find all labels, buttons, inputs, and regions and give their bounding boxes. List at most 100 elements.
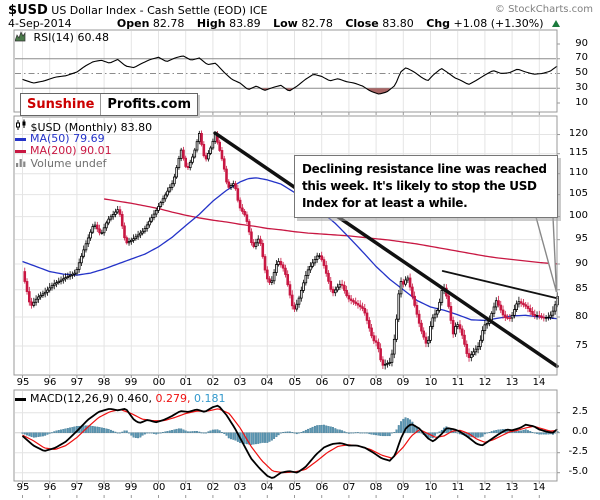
macd-x-year-label: 97 bbox=[70, 482, 84, 493]
volume-bars-icon bbox=[15, 157, 27, 170]
annotation-tail bbox=[535, 216, 558, 293]
price-legend: $USD (Monthly) 83.80 bbox=[15, 119, 152, 134]
price-x-year-label: 00 bbox=[152, 377, 166, 388]
macd-y-tick-label: 0.0 bbox=[572, 426, 588, 437]
macd-x-year-label: 12 bbox=[478, 482, 492, 493]
macd-x-year-label: 10 bbox=[424, 482, 438, 493]
price-x-year-label: 06 bbox=[315, 377, 329, 388]
copyright: © StockCharts.com bbox=[494, 4, 593, 15]
price-x-year-label: 05 bbox=[288, 377, 302, 388]
macd-x-year-label: 14 bbox=[532, 482, 546, 493]
price-x-year-label: 12 bbox=[478, 377, 492, 388]
price-y-tick-label: 95 bbox=[575, 233, 588, 244]
macd-x-year-label: 06 bbox=[315, 482, 329, 493]
symbol: $USD bbox=[8, 3, 48, 18]
price-x-year-label: 09 bbox=[396, 377, 410, 388]
macd-x-year-label: 05 bbox=[288, 482, 302, 493]
macd-panel bbox=[13, 389, 558, 482]
macd-x-year-label: 09 bbox=[396, 482, 410, 493]
price-y-tick-label: 105 bbox=[568, 188, 588, 199]
rsi-legend: RSI(14) 60.48 bbox=[14, 31, 109, 45]
volume-legend: Volume undef bbox=[15, 156, 106, 170]
price-x-year-label: 97 bbox=[70, 377, 84, 388]
ma200-legend: MA(200) 90.01 bbox=[15, 144, 112, 157]
macd-x-year-label: 96 bbox=[43, 482, 57, 493]
price-series bbox=[22, 130, 559, 370]
macd-series bbox=[21, 404, 559, 479]
high-value: 83.89 bbox=[229, 17, 261, 30]
price-x-year-label: 08 bbox=[369, 377, 383, 388]
annotation-callout: Declining resistance line was reached th… bbox=[294, 155, 558, 218]
price-y-tick-label: 90 bbox=[575, 258, 588, 269]
rsi-y-tick-label: 90 bbox=[575, 38, 588, 49]
macd-x-year-label: 98 bbox=[97, 482, 111, 493]
macd-legend-label: MACD(12,26,9) 0.460, bbox=[30, 392, 153, 405]
price-y-tick-label: 75 bbox=[575, 340, 588, 351]
price-legend-label: $USD (Monthly) 83.80 bbox=[30, 121, 153, 134]
rsi-y-tick-label: 50 bbox=[575, 67, 588, 78]
macd-line-icon bbox=[15, 397, 26, 401]
rsi-legend-label: RSI(14) 60.48 bbox=[33, 31, 109, 44]
open-value: 82.78 bbox=[152, 17, 185, 30]
ohlc-quote-row: Open 82.78 High 83.89 Low 82.78 Close 83… bbox=[108, 17, 560, 30]
price-x-year-label: 10 bbox=[424, 377, 438, 388]
macd-y-tick-label: 2.5 bbox=[572, 406, 588, 417]
macd-histogram-value: 0.181 bbox=[194, 392, 226, 405]
macd-y-tick-label: -2.5 bbox=[568, 446, 588, 457]
open-label: Open bbox=[116, 17, 150, 30]
watermark-profits: Profits.com bbox=[107, 97, 191, 112]
candlestick-icon bbox=[15, 119, 27, 134]
price-x-year-label: 13 bbox=[505, 377, 519, 388]
close-value: 83.80 bbox=[382, 17, 414, 30]
price-x-year-label: 03 bbox=[233, 377, 247, 388]
macd-x-year-label: 01 bbox=[179, 482, 193, 493]
ma200-line-icon bbox=[15, 149, 26, 153]
price-x-year-label: 98 bbox=[97, 377, 111, 388]
price-y-tick-label: 100 bbox=[568, 210, 588, 221]
rsi-y-tick-label: 70 bbox=[575, 52, 588, 63]
watermark-sunshine: Sunshine bbox=[21, 94, 102, 115]
ma50-legend-label: MA(50) 79.69 bbox=[30, 132, 105, 145]
price-y-tick-label: 85 bbox=[575, 283, 588, 294]
rsi-area-icon bbox=[14, 31, 26, 45]
chart-header: $USD US Dollar Index - Cash Settle (EOD)… bbox=[8, 3, 267, 18]
macd-x-year-label: 03 bbox=[233, 482, 247, 493]
macd-legend: MACD(12,26,9) 0.460, 0.279, 0.181 bbox=[15, 392, 226, 405]
price-x-year-label: 99 bbox=[124, 377, 138, 388]
close-label: Close bbox=[345, 17, 379, 30]
macd-x-year-label: 07 bbox=[342, 482, 356, 493]
low-value: 82.78 bbox=[301, 17, 333, 30]
symbol-description: US Dollar Index - Cash Settle (EOD) ICE bbox=[51, 4, 268, 17]
price-x-year-label: 07 bbox=[342, 377, 356, 388]
macd-signal-value: 0.279, bbox=[155, 392, 191, 405]
price-y-tick-label: 110 bbox=[568, 167, 588, 178]
ma50-legend: MA(50) 79.69 bbox=[15, 132, 105, 145]
declining-resistance-major bbox=[213, 131, 559, 369]
macd-x-year-label: 95 bbox=[16, 482, 30, 493]
change-up-triangle-icon bbox=[552, 20, 560, 27]
price-y-tick-label: 80 bbox=[575, 311, 588, 322]
chg-label: Chg bbox=[426, 17, 451, 30]
price-panel bbox=[13, 115, 558, 376]
price-x-year-label: 11 bbox=[451, 377, 465, 388]
macd-x-year-label: 02 bbox=[206, 482, 220, 493]
macd-x-year-label: 13 bbox=[505, 482, 519, 493]
volume-legend-label: Volume undef bbox=[30, 157, 107, 170]
price-y-tick-label: 115 bbox=[568, 147, 588, 158]
macd-x-year-label: 11 bbox=[451, 482, 465, 493]
rsi-y-tick-label: 10 bbox=[575, 97, 588, 108]
quote-date: 4-Sep-2014 bbox=[8, 17, 72, 30]
macd-x-year-label: 99 bbox=[124, 482, 138, 493]
price-x-year-label: 95 bbox=[16, 377, 30, 388]
price-x-year-label: 04 bbox=[260, 377, 274, 388]
ma50-line-icon bbox=[15, 137, 26, 141]
price-x-year-label: 14 bbox=[532, 377, 546, 388]
low-label: Low bbox=[273, 17, 298, 30]
macd-x-year-label: 00 bbox=[152, 482, 166, 493]
price-x-year-label: 96 bbox=[43, 377, 57, 388]
rsi-series bbox=[22, 55, 558, 95]
ma200-legend-label: MA(200) 90.01 bbox=[30, 144, 112, 157]
macd-y-tick-label: -5.0 bbox=[568, 466, 588, 477]
